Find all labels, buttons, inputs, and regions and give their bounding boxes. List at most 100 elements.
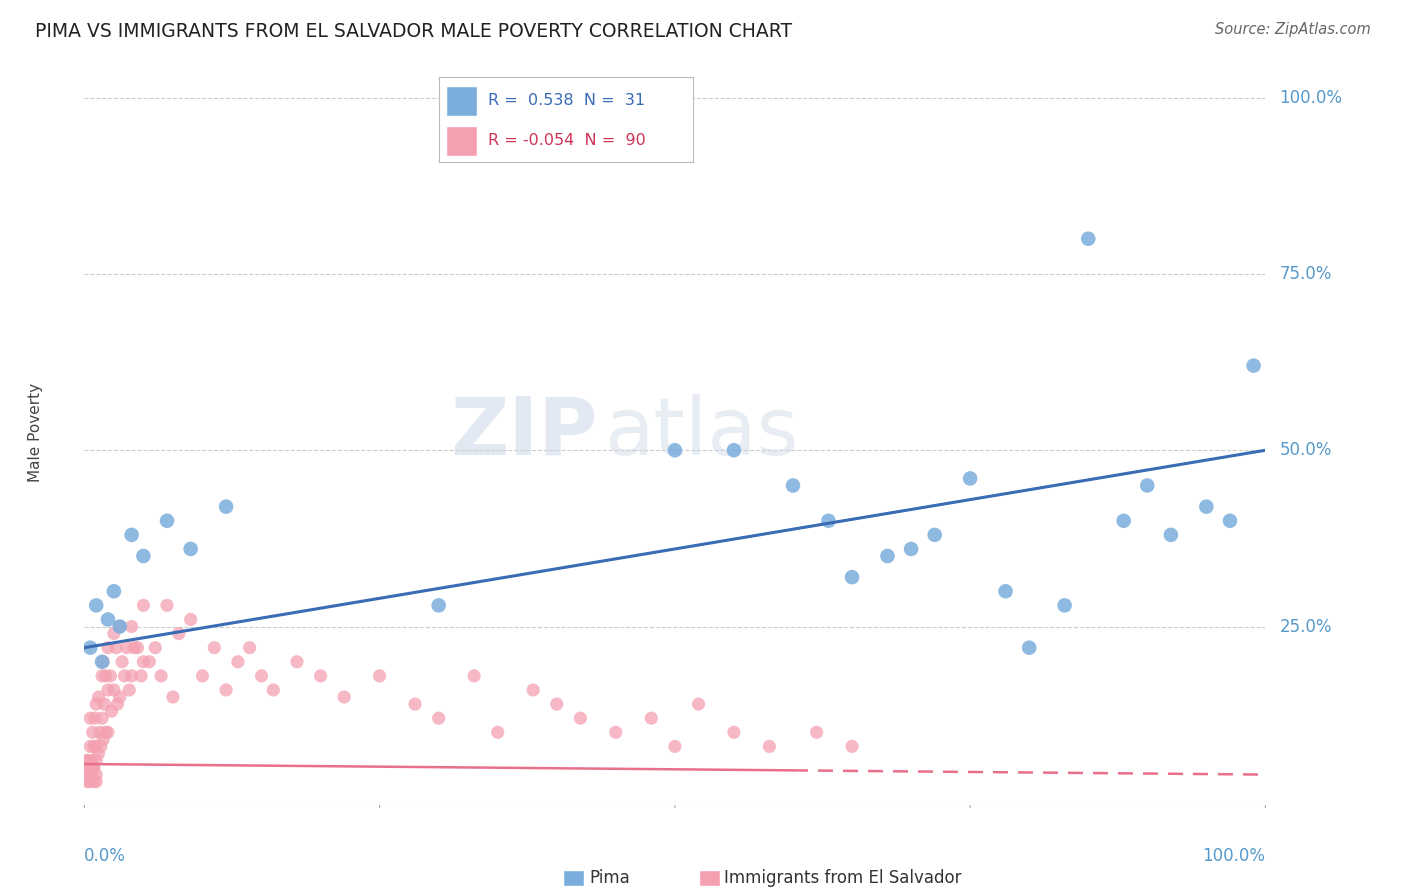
Point: [77, 774, 100, 789]
Point: [688, 697, 710, 711]
Point: [82, 760, 104, 774]
Point: [87, 747, 110, 761]
Point: [876, 549, 898, 563]
Point: [79, 739, 101, 754]
Point: [89, 725, 111, 739]
Point: [841, 739, 863, 754]
Point: [84, 711, 107, 725]
Point: [94, 725, 117, 739]
Text: 100.0%: 100.0%: [1279, 88, 1343, 107]
Point: [83, 774, 105, 789]
Point: [758, 739, 780, 754]
Point: [91, 732, 114, 747]
Point: [84, 754, 107, 768]
Point: [108, 690, 131, 704]
Point: [664, 443, 686, 458]
Point: [782, 478, 804, 492]
Point: [83, 760, 105, 774]
Point: [924, 528, 946, 542]
Point: [84, 739, 107, 754]
Text: 25.0%: 25.0%: [1279, 617, 1331, 635]
Point: [156, 514, 179, 528]
Point: [84, 697, 107, 711]
Point: [167, 626, 190, 640]
Point: [132, 655, 155, 669]
Point: [806, 725, 828, 739]
Point: [1195, 500, 1218, 514]
Bar: [699, 871, 720, 887]
Point: [121, 669, 143, 683]
Text: atlas: atlas: [605, 393, 799, 472]
Point: [132, 599, 155, 613]
Point: [333, 690, 356, 704]
Point: [156, 599, 179, 613]
Point: [107, 697, 129, 711]
Point: [1077, 232, 1099, 246]
Point: [79, 767, 101, 781]
Point: [1018, 640, 1040, 655]
Point: [100, 704, 122, 718]
Point: [91, 669, 114, 683]
Point: [87, 690, 110, 704]
Point: [285, 655, 308, 669]
Point: [97, 683, 120, 698]
Text: 100.0%: 100.0%: [1202, 847, 1265, 865]
Point: [77, 774, 100, 789]
Point: [108, 619, 131, 633]
Point: [80, 767, 103, 781]
Point: [132, 549, 155, 563]
Point: [723, 443, 745, 458]
Point: [180, 612, 202, 626]
Point: [1136, 478, 1159, 492]
Point: [77, 754, 100, 768]
Text: Immigrants from El Salvador: Immigrants from El Salvador: [724, 870, 962, 888]
Point: [215, 500, 238, 514]
Point: [84, 774, 107, 789]
Point: [250, 669, 273, 683]
Point: [80, 754, 103, 768]
Point: [93, 697, 115, 711]
Point: [723, 725, 745, 739]
Point: [486, 725, 509, 739]
Point: [103, 683, 125, 698]
Point: [522, 683, 544, 698]
Text: Male Poverty: Male Poverty: [28, 383, 44, 483]
Point: [115, 640, 138, 655]
Point: [368, 669, 391, 683]
Point: [122, 640, 145, 655]
Point: [262, 683, 284, 698]
Point: [404, 697, 426, 711]
Point: [1160, 528, 1182, 542]
Text: 0.0%: 0.0%: [84, 847, 127, 865]
Point: [114, 669, 136, 683]
Point: [91, 655, 114, 669]
Point: [103, 626, 125, 640]
Point: [105, 640, 128, 655]
Point: [900, 541, 922, 556]
Point: [226, 655, 249, 669]
Point: [111, 655, 134, 669]
Text: Pima: Pima: [591, 870, 631, 888]
Point: [994, 584, 1017, 599]
Point: [180, 541, 202, 556]
Text: 75.0%: 75.0%: [1279, 265, 1331, 283]
Point: [817, 514, 839, 528]
Point: [77, 760, 100, 774]
Point: [215, 683, 238, 698]
Point: [150, 669, 173, 683]
Point: [118, 683, 141, 698]
Point: [127, 640, 149, 655]
Point: [640, 711, 662, 725]
Point: [108, 619, 131, 633]
Point: [98, 669, 121, 683]
Point: [841, 570, 863, 584]
Point: [77, 767, 100, 781]
Point: [90, 739, 112, 754]
Point: [76, 754, 98, 768]
Point: [1219, 514, 1241, 528]
Point: [569, 711, 592, 725]
Point: [75, 760, 97, 774]
Point: [143, 640, 166, 655]
Point: [162, 690, 184, 704]
Point: [84, 767, 107, 781]
